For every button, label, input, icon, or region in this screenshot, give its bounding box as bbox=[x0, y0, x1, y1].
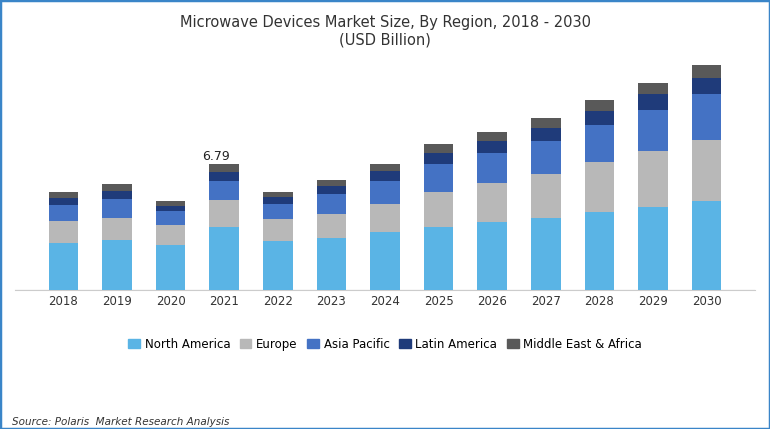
Bar bbox=[370, 181, 400, 204]
Bar bbox=[584, 100, 614, 111]
Bar bbox=[477, 141, 507, 153]
Bar bbox=[316, 238, 346, 290]
Bar bbox=[424, 164, 454, 192]
Bar bbox=[156, 245, 186, 290]
Bar bbox=[263, 241, 293, 290]
Bar bbox=[156, 201, 186, 205]
Bar bbox=[49, 192, 78, 198]
Bar bbox=[49, 205, 78, 221]
Bar bbox=[638, 94, 668, 110]
Bar bbox=[102, 240, 132, 290]
Bar bbox=[531, 141, 561, 174]
Bar bbox=[692, 65, 721, 78]
Bar bbox=[209, 200, 239, 227]
Bar bbox=[263, 220, 293, 241]
Bar bbox=[584, 162, 614, 212]
Bar bbox=[49, 221, 78, 243]
Legend: North America, Europe, Asia Pacific, Latin America, Middle East & Africa: North America, Europe, Asia Pacific, Lat… bbox=[123, 333, 647, 355]
Bar bbox=[477, 132, 507, 141]
Bar bbox=[156, 205, 186, 211]
Text: 6.79: 6.79 bbox=[202, 150, 229, 163]
Bar bbox=[209, 227, 239, 290]
Bar bbox=[49, 198, 78, 205]
Bar bbox=[49, 243, 78, 290]
Bar bbox=[424, 145, 454, 153]
Bar bbox=[477, 183, 507, 222]
Bar bbox=[692, 140, 721, 201]
Bar bbox=[209, 172, 239, 181]
Bar bbox=[531, 118, 561, 128]
Bar bbox=[477, 153, 507, 183]
Bar bbox=[370, 171, 400, 181]
Bar bbox=[638, 151, 668, 206]
Bar bbox=[102, 199, 132, 218]
Bar bbox=[316, 214, 346, 238]
Bar bbox=[156, 211, 186, 225]
Bar bbox=[531, 128, 561, 141]
Bar bbox=[584, 111, 614, 125]
Bar bbox=[692, 201, 721, 290]
Bar bbox=[263, 192, 293, 197]
Bar bbox=[424, 192, 454, 227]
Bar bbox=[209, 181, 239, 200]
Bar bbox=[638, 83, 668, 94]
Bar bbox=[584, 212, 614, 290]
Bar bbox=[692, 94, 721, 140]
Title: Microwave Devices Market Size, By Region, 2018 - 2030
(USD Billion): Microwave Devices Market Size, By Region… bbox=[179, 15, 591, 47]
Bar bbox=[102, 184, 132, 191]
Bar bbox=[316, 180, 346, 186]
Bar bbox=[477, 222, 507, 290]
Bar bbox=[209, 164, 239, 172]
Bar bbox=[531, 218, 561, 290]
Bar bbox=[370, 204, 400, 233]
Text: Source: Polaris  Market Research Analysis: Source: Polaris Market Research Analysis bbox=[12, 417, 229, 427]
Bar bbox=[531, 174, 561, 218]
Bar bbox=[692, 78, 721, 94]
Bar bbox=[638, 206, 668, 290]
Bar bbox=[102, 191, 132, 199]
Bar bbox=[584, 125, 614, 162]
Bar bbox=[156, 225, 186, 245]
Bar bbox=[316, 194, 346, 214]
Bar bbox=[424, 153, 454, 164]
Bar bbox=[102, 218, 132, 240]
Bar bbox=[263, 204, 293, 220]
Bar bbox=[424, 227, 454, 290]
Bar bbox=[370, 163, 400, 171]
Bar bbox=[370, 233, 400, 290]
Bar bbox=[638, 110, 668, 151]
Bar bbox=[263, 197, 293, 204]
Bar bbox=[316, 186, 346, 194]
